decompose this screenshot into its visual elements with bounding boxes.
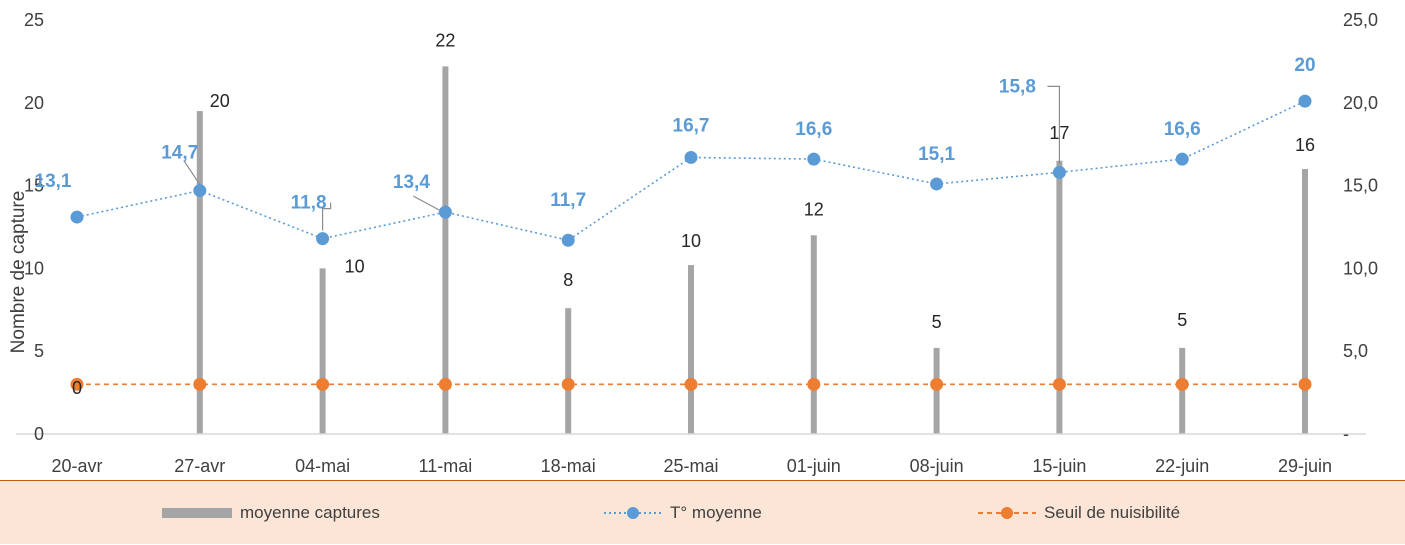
temperature-marker — [930, 177, 943, 190]
x-tick-label: 04-mai — [295, 456, 350, 476]
threshold-marker — [930, 378, 943, 391]
legend-label-captures: moyenne captures — [240, 503, 380, 523]
x-tick-label: 11-mai — [419, 456, 473, 476]
legend-swatch-captures — [162, 506, 234, 520]
temperature-marker — [1053, 166, 1066, 179]
y-right-tick-label: 10,0 — [1343, 258, 1378, 278]
bar-data-label: 16 — [1295, 135, 1315, 155]
temperature-data-label: 13,4 — [393, 172, 430, 193]
y-left-tick-label: 0 — [34, 424, 44, 444]
temperature-data-labels: 13,1 14,7 11,8 13,4 11,7 16,7 16,6 15,1 15,8 16,6… — [35, 55, 1316, 213]
y-right-tick-labels: - 5,0 10,0 15,0 20,0 25,0 — [1343, 10, 1378, 444]
threshold-marker — [1299, 378, 1312, 391]
threshold-marker — [316, 378, 329, 391]
temperature-data-label: 20 — [1294, 55, 1315, 76]
bar — [811, 235, 817, 434]
temperature-marker — [1299, 95, 1312, 108]
x-tick-label: 29-juin — [1278, 456, 1332, 476]
x-tick-labels: 20-avr 27-avr 04-mai 11-mai 18-mai 25-mai 01-j… — [51, 456, 1332, 476]
temperature-marker — [439, 206, 452, 219]
temperature-data-label: 13,1 — [35, 171, 72, 192]
temperature-marker — [71, 211, 84, 224]
legend-item-captures: moyenne captures — [162, 481, 380, 545]
x-tick-label: 20-avr — [51, 456, 102, 476]
threshold-marker — [685, 378, 698, 391]
y-left-tick-label: 5 — [34, 341, 44, 361]
legend: moyenne captures T° moyenne Seuil de nui… — [0, 480, 1405, 544]
y-right-tick-label: 5,0 — [1343, 341, 1368, 361]
temperature-marker — [193, 184, 206, 197]
threshold-marker — [193, 378, 206, 391]
legend-label-temperature: T° moyenne — [670, 503, 762, 523]
y-right-tick-label: 25,0 — [1343, 10, 1378, 30]
temperature-data-label: 15,8 — [999, 76, 1036, 97]
legend-item-threshold: Seuil de nuisibilité — [978, 481, 1180, 545]
bar-data-label: 20 — [210, 91, 230, 111]
bar-data-label: 17 — [1049, 123, 1069, 143]
temperature-data-label: 16,6 — [795, 119, 832, 140]
bar — [1302, 169, 1308, 434]
bar — [1056, 161, 1062, 434]
legend-label-threshold: Seuil de nuisibilité — [1044, 503, 1180, 523]
x-tick-label: 22-juin — [1155, 456, 1209, 476]
bar-data-label: 22 — [435, 30, 455, 50]
bar — [565, 308, 571, 434]
bar-data-label: 0 — [72, 378, 82, 398]
bar — [1179, 348, 1185, 434]
x-tick-label: 15-juin — [1032, 456, 1086, 476]
y-left-tick-label: 20 — [24, 93, 44, 113]
threshold-marker — [807, 378, 820, 391]
temperature-marker — [685, 151, 698, 164]
temperature-marker — [807, 153, 820, 166]
x-tick-label: 18-mai — [541, 456, 596, 476]
y-axis-title: Nombre de capture — [8, 191, 29, 354]
x-tick-label: 25-mai — [663, 456, 718, 476]
temperature-data-label: 15,1 — [918, 144, 955, 165]
bar-data-label: 10 — [345, 256, 365, 276]
bar-series — [197, 66, 1308, 434]
threshold-marker — [1176, 378, 1189, 391]
temperature-marker — [562, 234, 575, 247]
threshold-series — [71, 378, 1312, 391]
x-tick-label: 01-juin — [787, 456, 841, 476]
legend-swatch-temperature — [604, 503, 664, 523]
x-tick-label: 27-avr — [174, 456, 225, 476]
temperature-data-label: 16,7 — [673, 115, 710, 136]
legend-item-temperature: T° moyenne — [604, 481, 762, 545]
bar-data-label: 5 — [932, 312, 942, 332]
y-left-tick-label: 25 — [24, 10, 44, 30]
bar — [688, 265, 694, 434]
legend-swatch-threshold — [978, 503, 1038, 523]
bar-data-label: 10 — [681, 231, 701, 251]
temperature-marker — [316, 232, 329, 245]
temperature-data-label: 11,8 — [291, 193, 327, 214]
temperature-marker — [1176, 153, 1189, 166]
bar — [320, 268, 326, 434]
threshold-marker — [439, 378, 452, 391]
chart-plot-area: 20-avr 27-avr 04-mai 11-mai 18-mai 25-mai 01-j… — [0, 0, 1405, 480]
bar-data-label: 5 — [1177, 310, 1187, 330]
temperature-data-label: 16,6 — [1164, 119, 1201, 140]
x-tick-label: 08-juin — [910, 456, 964, 476]
leader-line — [413, 196, 439, 210]
y-right-tick-label: - — [1343, 424, 1349, 444]
bar — [934, 348, 940, 434]
temperature-data-label: 14,7 — [161, 143, 198, 164]
y-right-tick-label: 20,0 — [1343, 93, 1378, 113]
threshold-marker — [1053, 378, 1066, 391]
temperature-data-label: 11,7 — [550, 190, 586, 211]
bar-data-label: 8 — [563, 270, 573, 290]
threshold-marker — [562, 378, 575, 391]
y-right-tick-label: 15,0 — [1343, 176, 1378, 196]
bar-data-label: 12 — [804, 199, 824, 219]
